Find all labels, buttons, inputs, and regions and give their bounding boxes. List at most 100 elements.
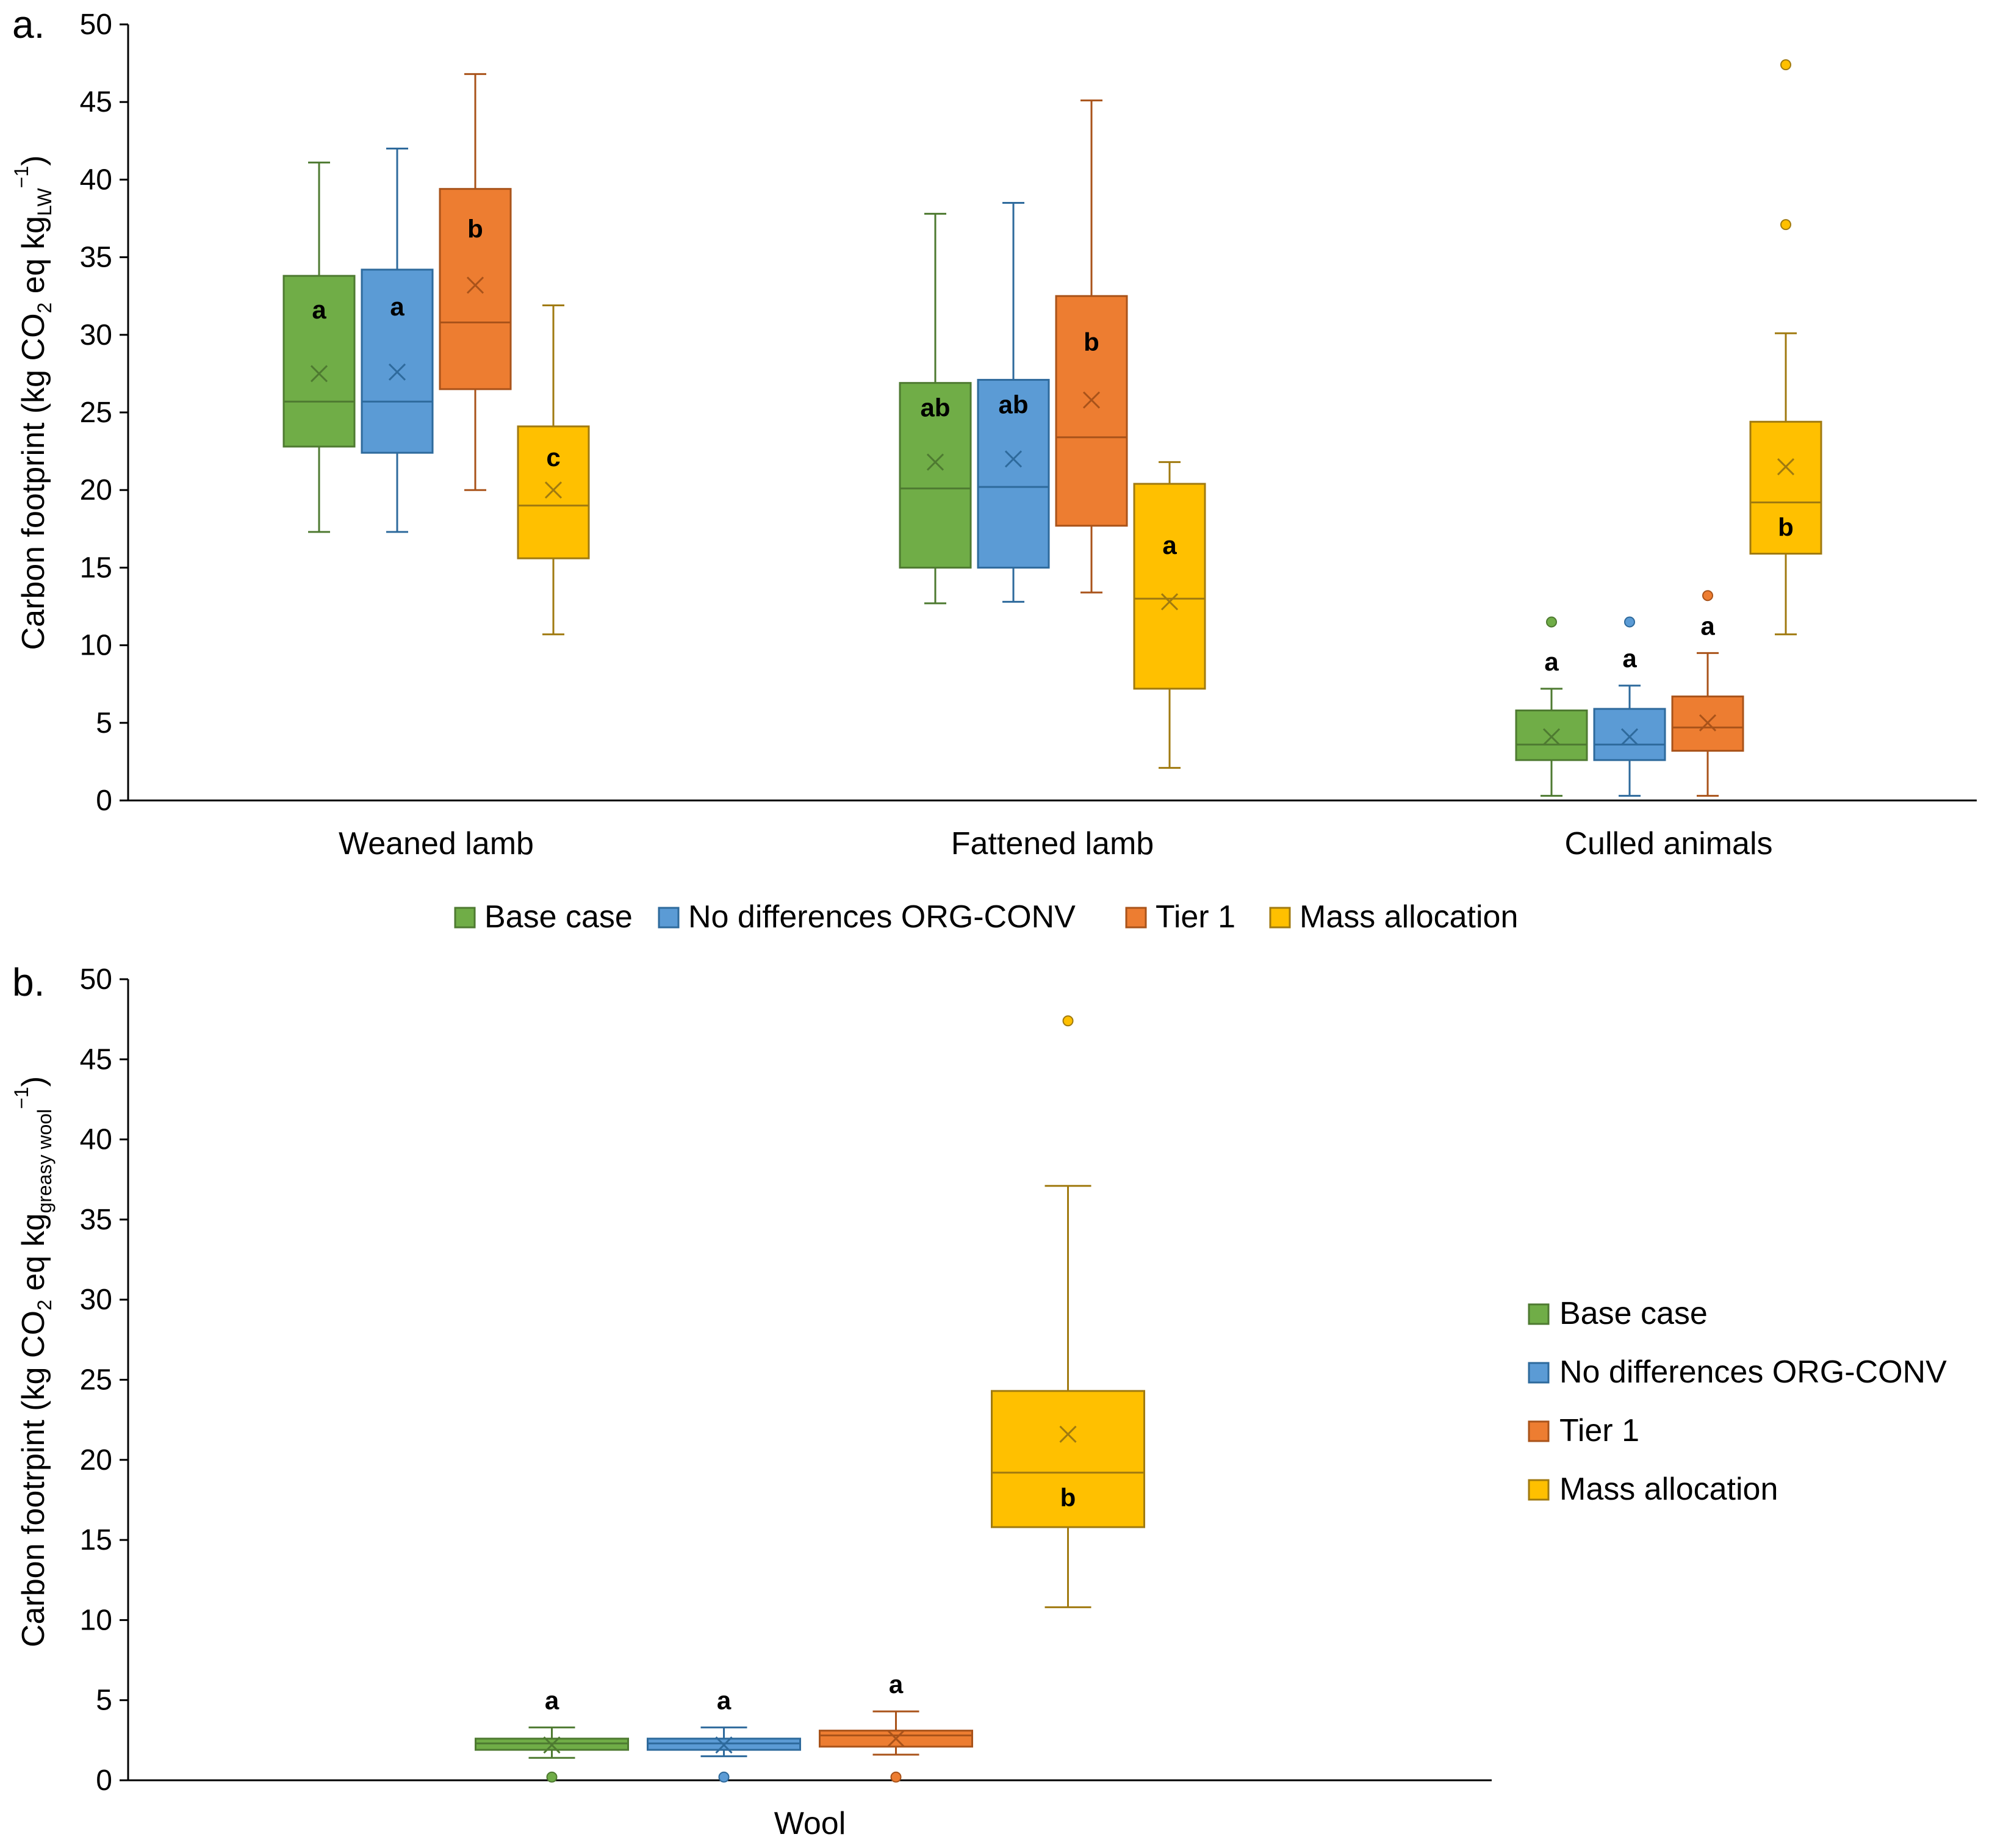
- panel-a-y-axis: 0 5 10 15 20 25 30 35 40 45 50: [80, 9, 129, 817]
- box-iqr: [517, 425, 590, 559]
- box-base-case-wool: a: [475, 1686, 629, 1783]
- significance-letter: b: [467, 215, 483, 243]
- legend-label: Base case: [1559, 1296, 1708, 1331]
- significance-letter: a: [1622, 644, 1637, 673]
- x-category-label: Fattened lamb: [951, 826, 1154, 861]
- legend-swatch: [454, 907, 476, 929]
- box-no-differences-org-conv-culled-animals: a: [1593, 616, 1666, 797]
- y-tick-label: 5: [96, 1684, 112, 1717]
- box-mass-allocation-wool: b: [991, 1015, 1145, 1608]
- mean-marker: [1160, 593, 1179, 611]
- significance-letter: a: [889, 1670, 904, 1699]
- y-tick-label: 35: [80, 1204, 112, 1236]
- box-no-differences-org-conv-wool: a: [647, 1686, 801, 1783]
- y-tick-label: 50: [80, 963, 112, 996]
- mean-marker: [926, 453, 944, 471]
- box-tier-1-wool: a: [819, 1670, 973, 1783]
- y-tick-label: 0: [96, 1764, 112, 1797]
- outlier-point: [1780, 219, 1791, 231]
- significance-letter: b: [1778, 513, 1794, 542]
- mean-marker: [1620, 728, 1639, 746]
- significance-letter: a: [1700, 611, 1715, 640]
- box-iqr: [991, 1390, 1145, 1528]
- mean-marker: [1004, 450, 1023, 468]
- y-tick-label: 15: [80, 1524, 112, 1556]
- mean-marker: [1777, 458, 1795, 476]
- box-iqr: [899, 382, 972, 569]
- mean-marker: [887, 1730, 905, 1747]
- y-tick-label: 20: [80, 1444, 112, 1476]
- y-tick-label: 25: [80, 1364, 112, 1397]
- mean-marker: [1059, 1425, 1077, 1443]
- box-tier-1-culled-animals: a: [1671, 590, 1744, 797]
- outlier-point: [546, 1771, 558, 1783]
- outlier-point: [1062, 1015, 1074, 1027]
- y-tick-label: 30: [80, 319, 112, 351]
- significance-letter: a: [717, 1686, 732, 1714]
- significance-letter: a: [390, 292, 405, 321]
- significance-letter: a: [545, 1686, 559, 1714]
- legend-label: No differences ORG-CONV: [1559, 1354, 1947, 1390]
- box-mass-allocation-culled-animals: b: [1749, 59, 1822, 636]
- outlier-point: [1780, 59, 1791, 71]
- mean-marker: [543, 1736, 561, 1754]
- box-base-case-culled-animals: a: [1515, 616, 1588, 797]
- panel-a-legend: Base case No differences ORG-CONV Tier 1 Ma…: [454, 899, 1518, 935]
- significance-letter: ab: [920, 394, 950, 422]
- mean-marker: [544, 481, 563, 499]
- legend-item-no-differences-org-conv: No differences ORG-CONV: [658, 899, 1076, 935]
- box-iqr: [1515, 709, 1588, 761]
- legend-label: No differences ORG-CONV: [688, 899, 1076, 935]
- legend-item-base-case: Base case: [454, 899, 633, 935]
- significance-letter: a: [312, 295, 326, 324]
- y-tick-label: 10: [80, 1604, 112, 1636]
- outlier-point: [1546, 616, 1557, 628]
- x-category-label: Wool: [774, 1806, 846, 1841]
- significance-letter: ab: [998, 390, 1028, 419]
- box-iqr: [1055, 295, 1128, 527]
- panel-b-label: b.: [12, 960, 45, 1004]
- mean-marker: [1542, 728, 1561, 746]
- y-tick-label: 25: [80, 397, 112, 429]
- legend-item-tier-1: Tier 1: [1528, 1413, 1639, 1448]
- panel-b-chart: b. Carbon footrpint (kg CO2 eq kggreasy …: [10, 960, 1947, 1841]
- box-no-differences-org-conv-fattened-lamb: ab: [977, 202, 1050, 603]
- panel-b-y-axis-title: Carbon footrpint (kg CO2 eq kggreasy woo…: [10, 1076, 56, 1647]
- legend-swatch: [1528, 1479, 1550, 1501]
- panel-b-y-axis: 0 5 10 15 20 25 30 35 40 45 50: [80, 963, 129, 1797]
- box-base-case-weaned-lamb: a: [282, 161, 356, 533]
- significance-letter: b: [1084, 328, 1099, 356]
- legend-swatch: [1269, 907, 1291, 929]
- legend-swatch: [1528, 1303, 1550, 1325]
- box-no-differences-org-conv-weaned-lamb: a: [361, 148, 434, 533]
- box-iqr: [1593, 708, 1666, 761]
- legend-swatch: [1528, 1420, 1550, 1442]
- legend-item-base-case: Base case: [1528, 1296, 1708, 1331]
- x-category-label: Culled animals: [1564, 826, 1772, 861]
- y-tick-label: 35: [80, 242, 112, 274]
- mean-marker: [310, 365, 328, 383]
- outlier-point: [718, 1771, 730, 1783]
- panel-a-chart: a. Carbon footprint (kg CO2 eq kgLW−1) 0…: [10, 2, 1977, 935]
- outlier-point: [1702, 590, 1713, 602]
- mean-marker: [388, 363, 406, 381]
- box-iqr: [439, 188, 512, 390]
- outlier-point: [890, 1771, 902, 1783]
- legend-label: Tier 1: [1156, 899, 1235, 935]
- legend-label: Mass allocation: [1300, 899, 1518, 935]
- y-tick-label: 15: [80, 552, 112, 584]
- legend-item-tier-1: Tier 1: [1125, 899, 1235, 935]
- x-category-label: Weaned lamb: [339, 826, 534, 861]
- mean-marker: [715, 1736, 733, 1754]
- panel-a-label: a.: [12, 2, 45, 46]
- legend-swatch: [1528, 1362, 1550, 1384]
- legend-label: Base case: [484, 899, 633, 935]
- legend-label: Tier 1: [1559, 1413, 1639, 1448]
- mean-marker: [1699, 714, 1717, 732]
- panel-a-x-axis: Weaned lamb Fattened lamb Culled animals: [128, 799, 1977, 861]
- y-tick-label: 30: [80, 1284, 112, 1316]
- y-tick-label: 20: [80, 474, 112, 506]
- y-tick-label: 50: [80, 9, 112, 41]
- y-tick-label: 40: [80, 164, 112, 196]
